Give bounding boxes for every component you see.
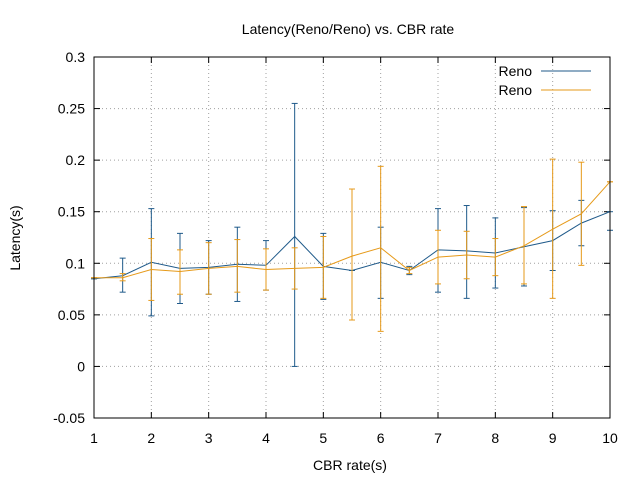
chart-title: Latency(Reno/Reno) vs. CBR rate — [242, 21, 455, 37]
x-axis-ticks: 1 2 3 4 5 6 7 8 9 10 — [90, 57, 618, 446]
series-line-1 — [94, 181, 611, 279]
legend-label-1: Reno — [499, 82, 533, 98]
x-tick-label: 1 — [90, 430, 98, 446]
x-tick-label: 4 — [262, 430, 270, 446]
y-tick-label: 0.25 — [58, 101, 85, 117]
y-tick-label: 0.05 — [58, 307, 85, 323]
x-tick-label: 8 — [491, 430, 499, 446]
x-tick-label: 6 — [377, 430, 385, 446]
y-tick-label: 0 — [77, 358, 85, 374]
x-tick-label: 7 — [434, 430, 442, 446]
y-tick-label: 0.3 — [66, 49, 86, 65]
y-tick-label: 0.2 — [66, 152, 86, 168]
x-tick-label: 3 — [205, 430, 213, 446]
y-tick-label: 0.15 — [58, 204, 85, 220]
series-1 — [91, 158, 613, 332]
y-axis-label: Latency(s) — [7, 205, 23, 270]
plot-frame — [93, 56, 611, 419]
x-axis-label: CBR rate(s) — [313, 457, 387, 473]
series-layer — [91, 102, 613, 367]
y-tick-label: -0.05 — [53, 410, 85, 426]
legend-label-0: Reno — [499, 63, 533, 79]
x-tick-label: 9 — [549, 430, 557, 446]
y-tick-label: 0.1 — [66, 255, 86, 271]
y-axis-ticks: -0.05 0 0.05 0.1 0.15 0.2 0.25 0.3 — [53, 49, 610, 426]
x-tick-label: 2 — [147, 430, 155, 446]
x-tick-label: 10 — [602, 430, 618, 446]
legend: Reno Reno — [499, 63, 591, 98]
x-tick-label: 5 — [319, 430, 327, 446]
